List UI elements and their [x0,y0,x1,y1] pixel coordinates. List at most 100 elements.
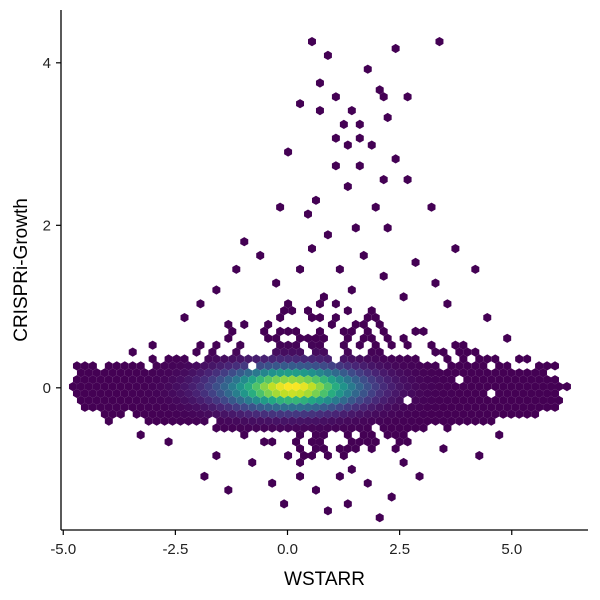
hex-bin [128,375,137,385]
x-tick-label: 5.0 [501,541,522,558]
hex-bin [483,313,492,323]
hex-bin [375,388,384,399]
hex-bin [319,402,328,412]
hex-bin [391,430,400,440]
hex-bin [112,361,121,371]
hex-bin [244,368,253,378]
hex-bin [311,375,320,385]
hex-bin [212,354,221,364]
hex-bin [208,361,217,371]
hex-bin [216,361,225,371]
hex-bin [443,368,452,378]
hex-bin [128,388,137,399]
hex-bin [136,375,145,385]
hex-bin [327,388,336,399]
hex-bin [415,361,424,371]
hex-bin [108,368,117,378]
hex-bin [84,368,93,378]
hex-bin [363,409,372,419]
hex-bin [184,402,193,412]
hex-bin [112,375,121,385]
hex-bin [471,375,480,385]
hex-bin [284,326,293,336]
hex-bin [228,326,237,336]
hex-bin [331,133,340,143]
hex-bin [104,375,113,385]
hex-bin [395,437,404,447]
hex-bin [280,361,289,371]
hex-bin [92,368,101,378]
hex-bin [355,368,364,378]
hex-bin [228,354,237,364]
hex-bin [216,402,225,412]
hex-bin [124,368,133,378]
hex-bin [252,382,261,392]
hex-bin [447,375,456,385]
hex-bin [144,416,153,426]
hex-bin [280,375,289,385]
hex-bin [148,354,157,364]
hex-bin [375,416,384,426]
hex-bin [483,409,492,419]
hex-bin [475,451,484,461]
hex-bin [371,382,380,392]
hex-bin [331,409,340,419]
hex-bin [315,78,324,88]
hex-bin [315,368,324,378]
hex-bin [284,354,293,364]
hex-bin [168,416,177,426]
hex-bin [459,382,468,392]
hex-bin [367,140,376,150]
hex-bin [431,388,440,399]
hex-bin [383,361,392,371]
hex-bin [379,326,388,336]
hex-bin [232,416,241,426]
hex-bin [204,368,213,378]
hex-bin [455,402,464,412]
hex-bin [551,361,559,371]
hex-bin [347,285,356,295]
hex-bin [511,375,520,385]
hex-bin [184,361,193,371]
hex-bin [407,361,416,371]
hex-bin [268,382,277,392]
hex-bin [264,375,273,385]
hex-bin [411,395,420,405]
hex-bin [304,333,312,343]
hex-bin [411,409,420,419]
hex-bin [347,409,356,419]
hex-bin [399,333,408,343]
hex-bin [88,361,97,371]
hex-bin [280,416,289,426]
hex-bin [355,395,364,405]
hex-bin [212,368,221,378]
hex-bin [463,388,472,399]
hex-bin [375,361,384,371]
hex-bin [280,402,289,412]
hex-bin [268,437,277,447]
hex-bin [276,409,285,419]
hex-bin [236,340,245,350]
hex-bin [315,437,324,447]
hex-bin [443,299,452,309]
hex-bin [200,402,209,412]
hex-bin [375,319,384,330]
hex-bin [268,423,277,433]
hex-bin [499,368,508,378]
hex-bin [156,395,165,405]
hex-bin [335,416,344,426]
hex-bin [347,464,356,474]
hex-bin [168,375,177,385]
hex-bin [311,485,320,495]
hex-bin [495,430,504,440]
hex-bin [503,402,512,412]
hex-bin [196,299,205,309]
hex-bin [196,368,205,378]
hex-bin [439,444,448,454]
hex-bin [367,402,376,412]
hex-bin [431,278,440,288]
hex-bin [224,333,233,343]
hex-bin [296,388,305,399]
hex-bin [228,409,237,419]
hex-bin [491,409,500,419]
